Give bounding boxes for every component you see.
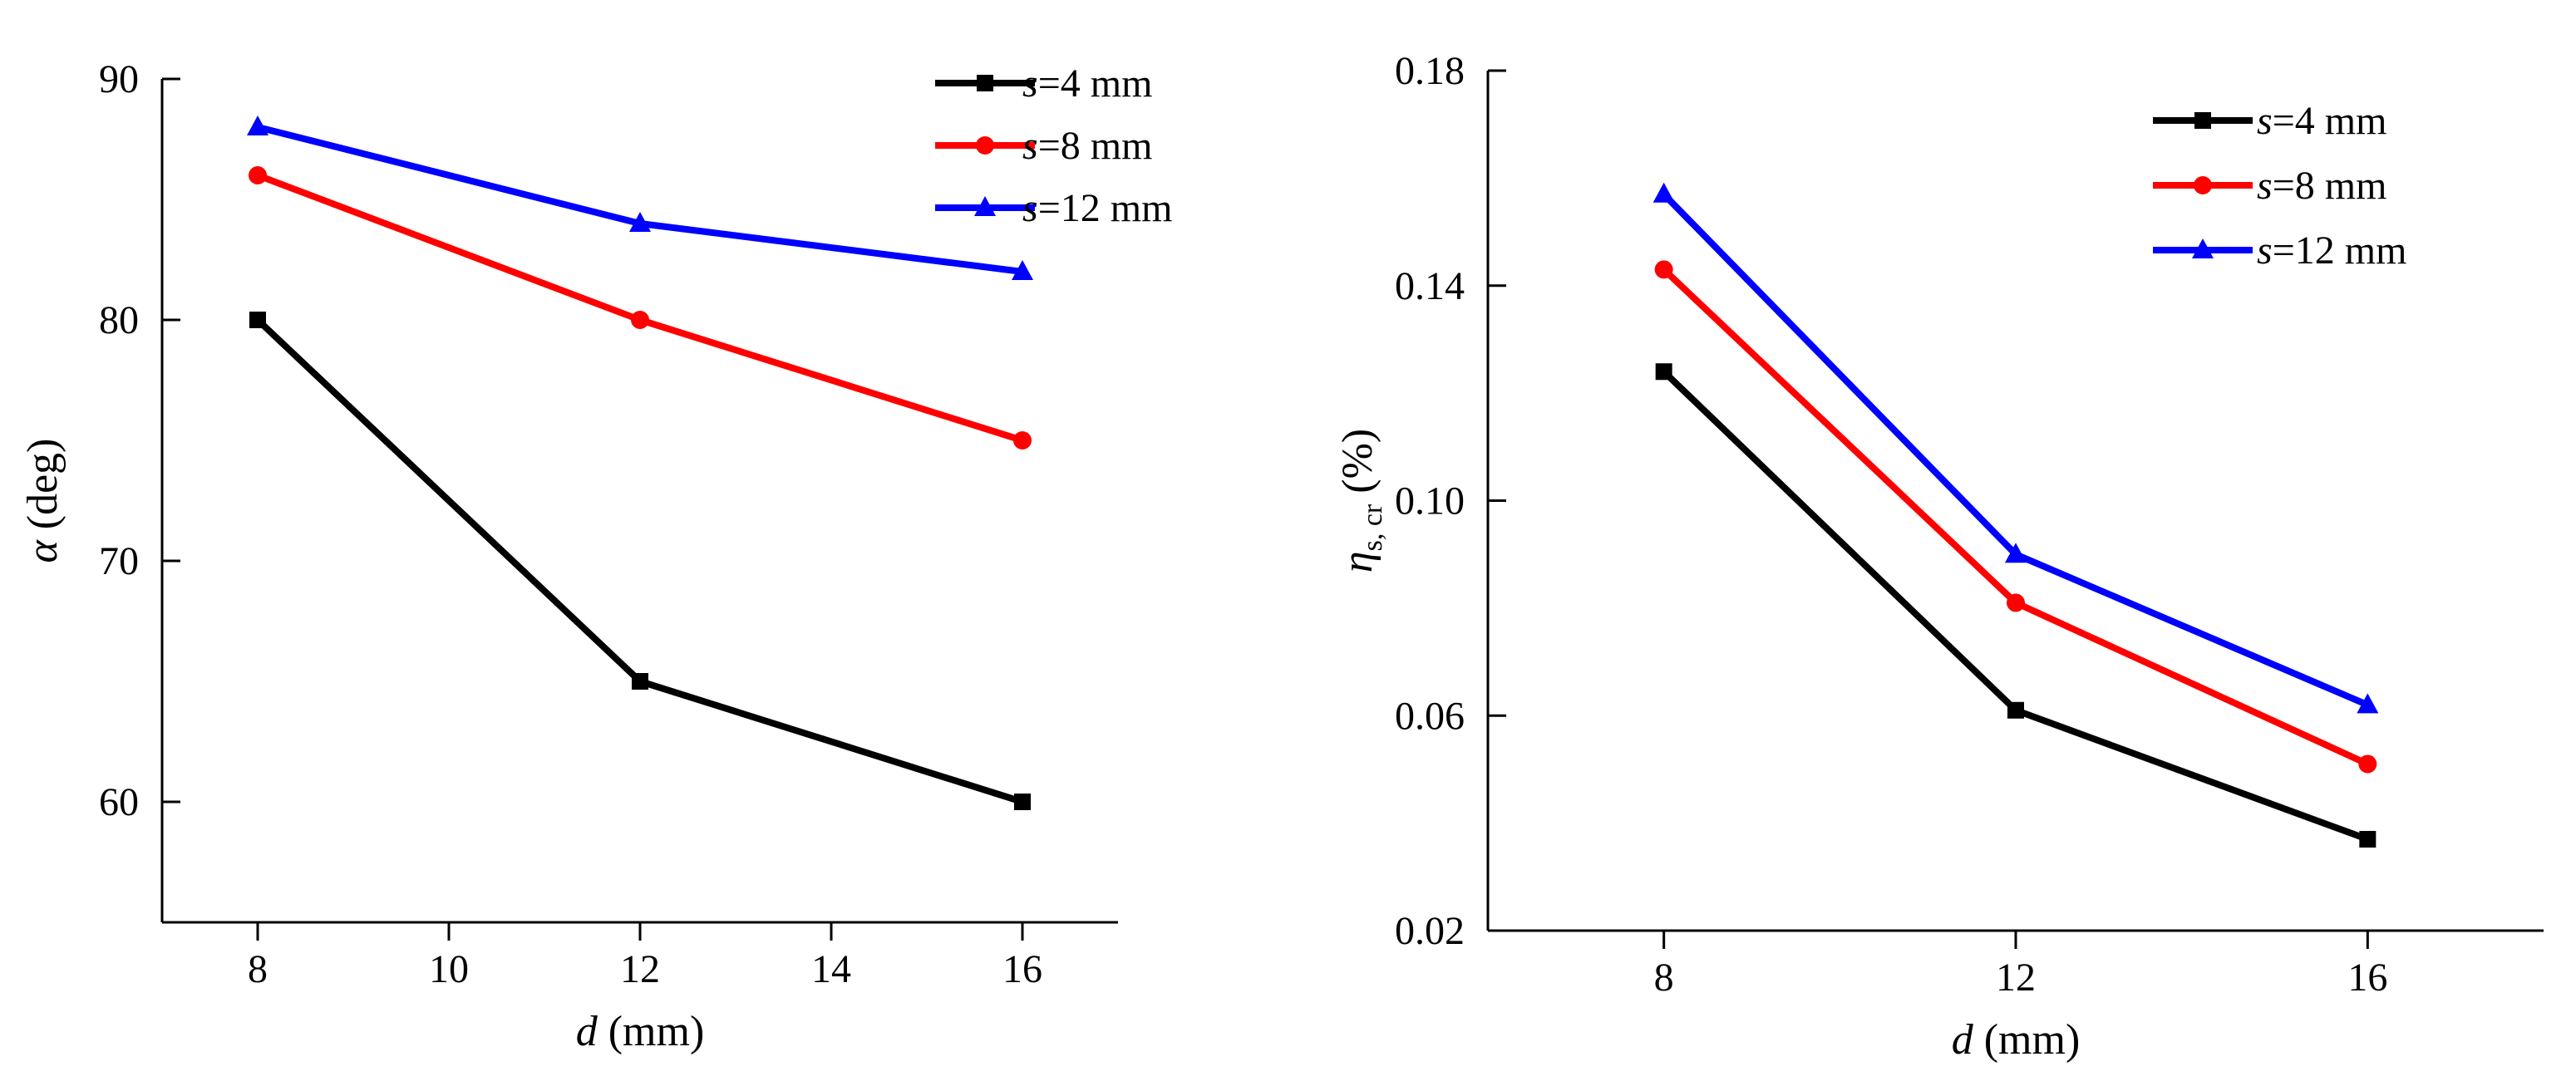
- series-line: [1661, 267, 2370, 768]
- legend-marker: [2194, 176, 2212, 194]
- legend-marker: [974, 196, 996, 216]
- x-tick-label: 16: [2347, 956, 2387, 1000]
- y-tick-label: 0.18: [1395, 49, 1465, 93]
- series-1: [1655, 363, 2377, 848]
- data-point: [629, 212, 651, 232]
- data-point: [247, 115, 268, 135]
- y-tick-label: 0.02: [1395, 909, 1465, 953]
- legend-item: s=4 mm: [935, 61, 1152, 106]
- y-tick-label: 80: [99, 298, 139, 342]
- data-point: [1012, 260, 1033, 280]
- legend-label: s=8 mm: [2257, 164, 2386, 208]
- legend-item: s=4 mm: [2153, 99, 2386, 143]
- legend-item: s=12 mm: [935, 186, 1172, 230]
- y-tick-label: 0.06: [1395, 694, 1465, 738]
- series-3: [1652, 182, 2379, 714]
- legend-marker: [2194, 112, 2211, 129]
- legend-marker: [2192, 238, 2214, 258]
- y-axis-label: α (deg): [19, 438, 66, 563]
- y-tick-label: 0.14: [1395, 264, 1465, 308]
- x-tick-label: 8: [1654, 956, 1674, 1000]
- x-tick-label: 10: [429, 947, 469, 991]
- legend-label: s=4 mm: [1022, 61, 1152, 106]
- x-tick-label: 14: [811, 947, 851, 991]
- legend-marker: [976, 136, 994, 155]
- x-tick-label: 12: [1996, 956, 2036, 1000]
- series-2: [1654, 260, 2377, 774]
- data-point: [249, 166, 267, 184]
- data-point: [2007, 593, 2025, 612]
- legend-label: s=8 mm: [1022, 124, 1152, 168]
- series-1: [249, 312, 1031, 810]
- x-tick-label: 8: [248, 947, 268, 991]
- series-3: [247, 115, 1033, 280]
- data-point: [249, 312, 266, 328]
- y-tick-label: 60: [99, 780, 139, 824]
- legend-item: s=8 mm: [935, 124, 1152, 168]
- data-point: [2357, 693, 2379, 714]
- series-line: [257, 124, 1023, 275]
- legend-label: s=12 mm: [1022, 186, 1172, 230]
- legend-label: s=4 mm: [2257, 99, 2386, 143]
- data-point: [2358, 754, 2377, 774]
- data-point: [1014, 794, 1031, 810]
- chart-2: 0.02 0.06 0.10 0.14 0.18 8 12 16 d (mm) ηs, cr (%…: [1334, 49, 2544, 1064]
- data-point: [2359, 831, 2377, 848]
- legend-item: s=12 mm: [2153, 229, 2406, 273]
- x-axis-label: d (mm): [576, 1008, 705, 1055]
- series-line: [255, 317, 1024, 805]
- data-point: [1652, 182, 1675, 203]
- y-tick-label: 90: [99, 57, 139, 101]
- x-tick-label: 16: [1002, 947, 1042, 991]
- x-tick-label: 12: [620, 947, 660, 991]
- y-axis-label: ηs, cr (%): [1334, 429, 1388, 573]
- data-point: [632, 673, 648, 690]
- legend-marker: [977, 75, 993, 91]
- legend-label: s=12 mm: [2257, 229, 2406, 273]
- x-axis-label: d (mm): [1952, 1016, 2081, 1064]
- data-point: [631, 311, 649, 329]
- series-2: [249, 166, 1032, 450]
- data-point: [2005, 543, 2027, 563]
- chart-1: 60 70 80 90 8 10 12 14 16 d (mm) α (deg) s=4 mm s=8 …: [19, 57, 1172, 1055]
- data-point: [1654, 260, 1673, 279]
- legend-item: s=8 mm: [2153, 164, 2386, 208]
- data-point: [1655, 363, 1672, 381]
- data-point: [2007, 701, 2024, 719]
- y-tick-label: 0.10: [1395, 479, 1465, 523]
- y-tick-label: 70: [99, 539, 139, 583]
- data-point: [1013, 431, 1032, 450]
